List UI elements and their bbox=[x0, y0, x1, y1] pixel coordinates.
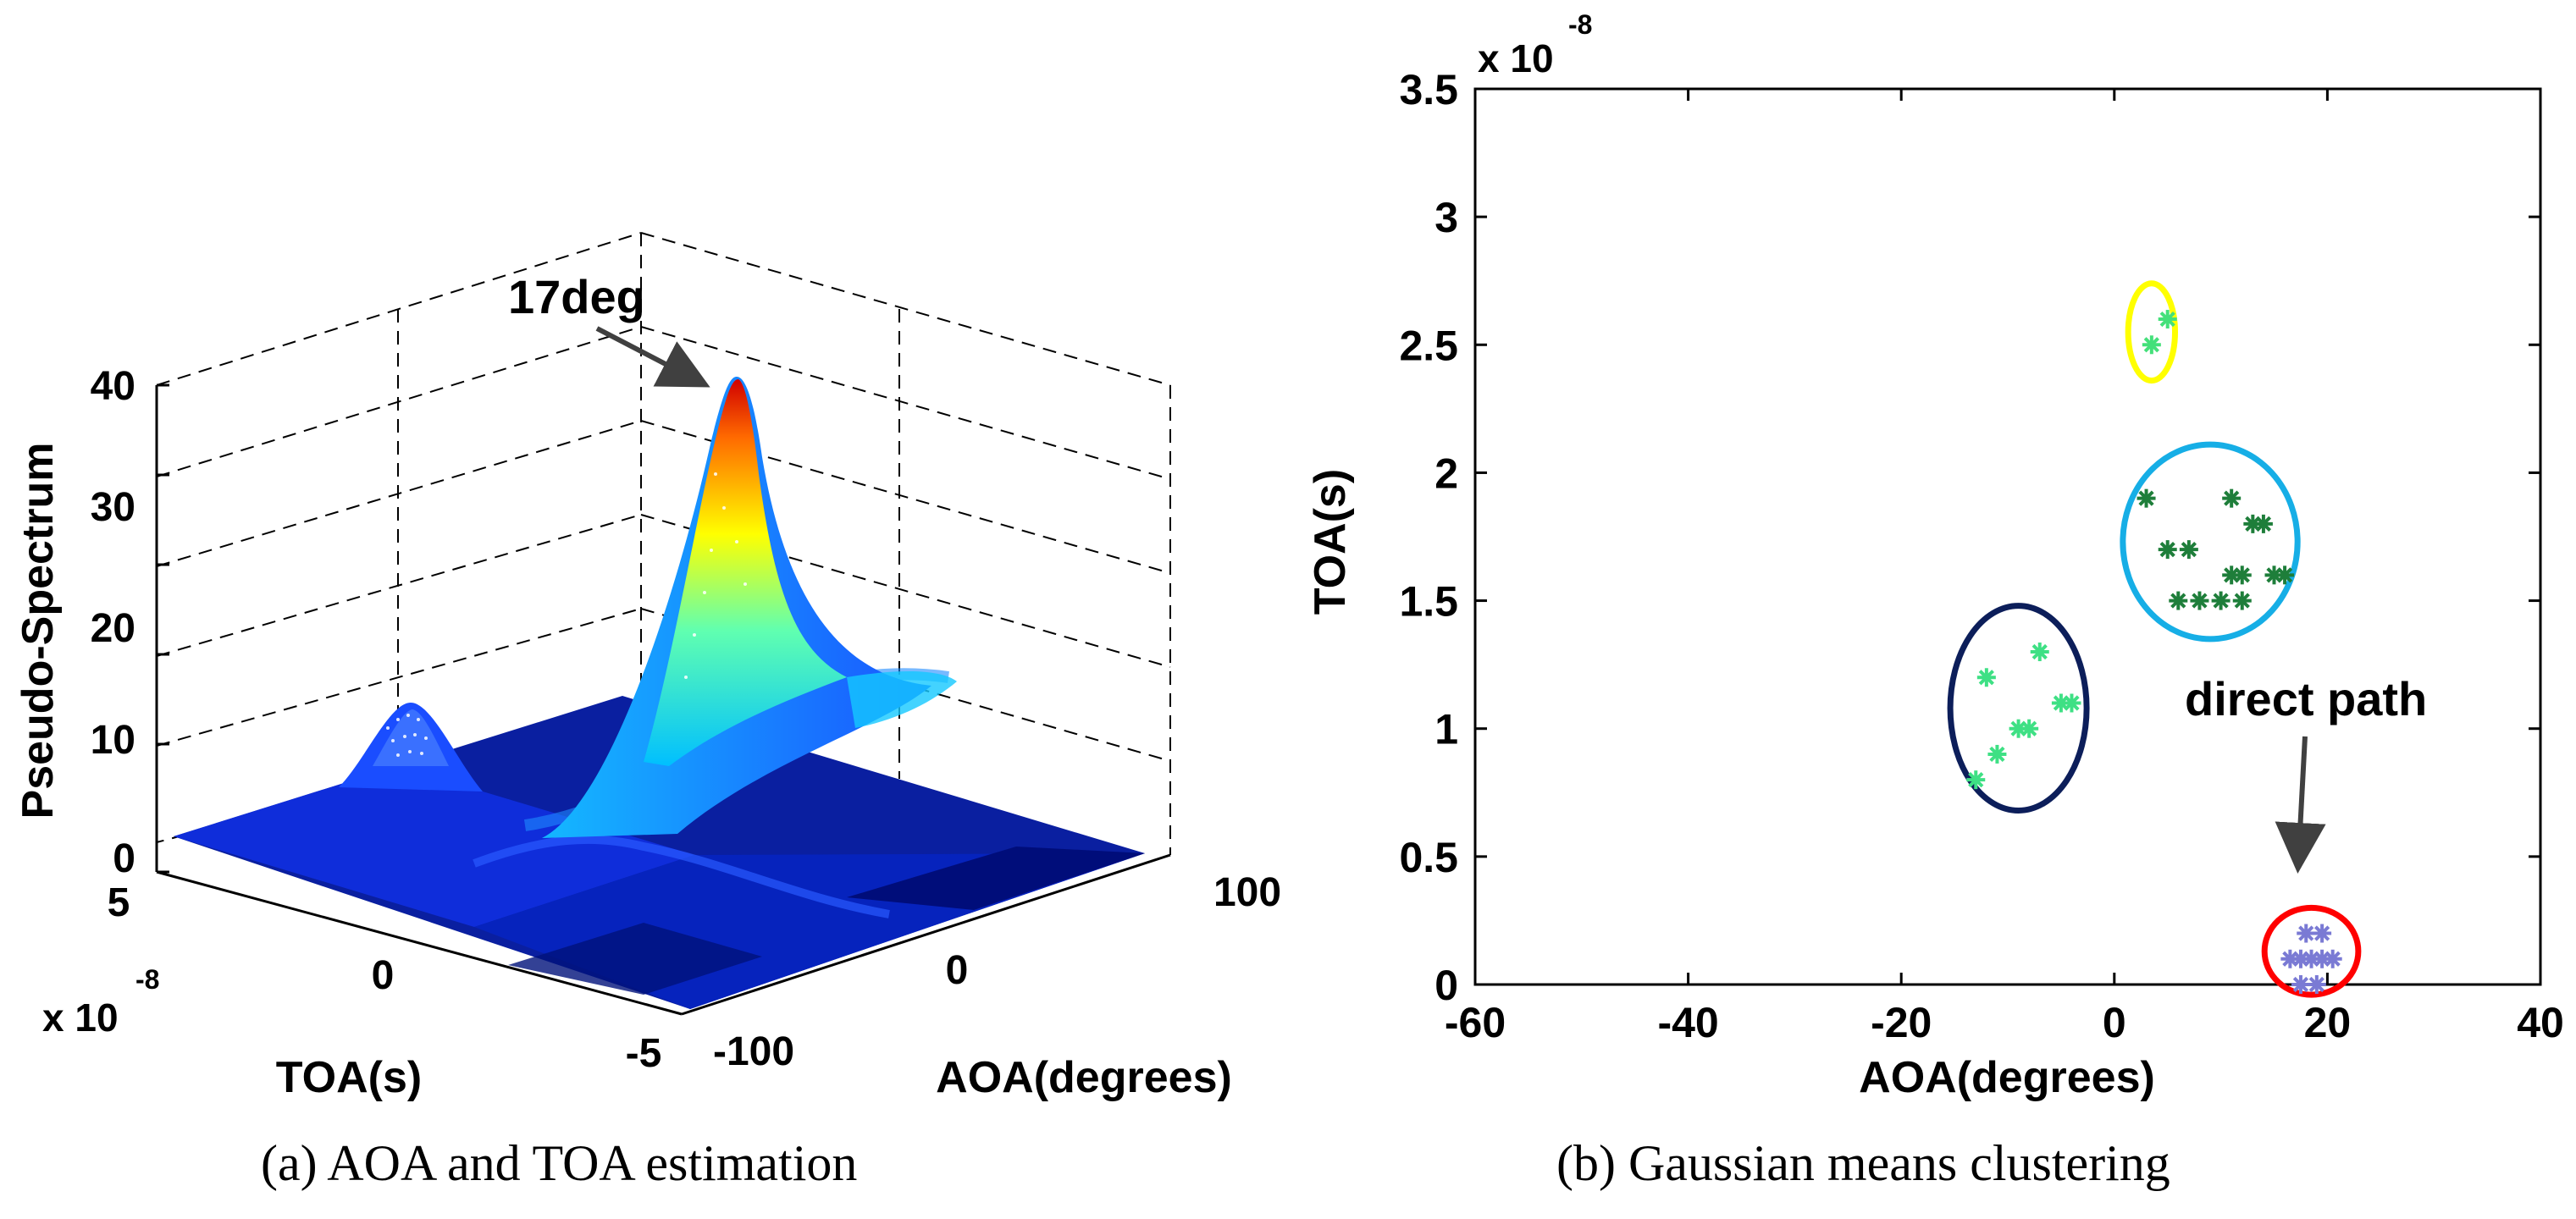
z-tick-label: 30 bbox=[91, 485, 135, 530]
surface-plot-panel: 40 30 20 10 0 5 0 -5 -100 0 100 x 10 -8 … bbox=[14, 232, 1281, 1102]
scatter-point bbox=[2297, 924, 2316, 943]
y-tick-label: 0 bbox=[946, 948, 969, 993]
y-axis-label: AOA(degrees) bbox=[936, 1053, 1232, 1102]
scatter-point bbox=[2291, 975, 2310, 994]
scatter-point bbox=[2307, 975, 2326, 994]
scatter-point bbox=[2158, 540, 2177, 560]
x-tick-label: -60 bbox=[1445, 999, 1506, 1046]
y-tick-label: -100 bbox=[713, 1029, 794, 1074]
z-tick-label: 10 bbox=[91, 718, 135, 763]
cluster-yellow-ring bbox=[2125, 280, 2179, 384]
x-tick-label: 40 bbox=[2517, 999, 2564, 1046]
scatter-point bbox=[2190, 591, 2209, 610]
direct-path-annotation: direct path bbox=[2185, 672, 2427, 725]
scatter-points bbox=[1966, 310, 2342, 994]
annotation-arrow bbox=[2275, 736, 2326, 874]
x-tick-label: -40 bbox=[1657, 999, 1718, 1046]
annotation-arrow bbox=[595, 326, 710, 388]
y-exponent-power: -8 bbox=[1568, 9, 1592, 40]
cluster-rings bbox=[1947, 280, 2362, 998]
scatter-point bbox=[2179, 540, 2198, 560]
x-tick-label: 20 bbox=[2304, 999, 2352, 1046]
scatter-point bbox=[2169, 591, 2188, 610]
scatter-point bbox=[2275, 565, 2295, 585]
surface bbox=[174, 377, 1145, 1009]
scatter-point bbox=[2142, 335, 2161, 355]
y-tick-label: 3 bbox=[1434, 194, 1458, 241]
z-axis-label: Pseudo-Spectrum bbox=[14, 443, 63, 819]
x-exponent-label: x 10 bbox=[42, 996, 119, 1040]
x-tick-label: -5 bbox=[626, 1031, 662, 1076]
axis-tick-labels: -60 -40 -20 0 20 40 0 0.5 1 1.5 2 2.5 3 3.5 bbox=[1399, 66, 2563, 1046]
scatter-point bbox=[2313, 924, 2332, 943]
scatter-point bbox=[2062, 693, 2081, 713]
scatter-point bbox=[2211, 591, 2231, 610]
caption-a: (a) AOA and TOA estimation bbox=[261, 1135, 858, 1191]
x-axis-label: AOA(degrees) bbox=[1859, 1053, 2155, 1102]
scatter-point bbox=[2323, 949, 2342, 968]
z-tick-label: 40 bbox=[91, 364, 135, 409]
scatter-plot-panel: -60 -40 -20 0 20 40 0 0.5 1 1.5 2 2.5 3 3.5 x 10 -8 T… bbox=[1306, 9, 2564, 1102]
y-tick-label: 1.5 bbox=[1399, 578, 1458, 626]
x-tick-label: 5 bbox=[108, 880, 130, 925]
cluster-red-ring bbox=[2261, 904, 2362, 998]
axes-frame bbox=[155, 385, 1171, 1016]
x-tick-label: -20 bbox=[1871, 999, 1932, 1046]
y-tick-label: 3.5 bbox=[1399, 66, 1458, 113]
y-tick-label: 2.5 bbox=[1399, 322, 1458, 369]
z-tick-label: 0 bbox=[113, 836, 135, 881]
y-tick-label: 0.5 bbox=[1399, 834, 1458, 881]
scatter-point bbox=[2253, 514, 2273, 533]
z-ticks bbox=[157, 383, 169, 874]
scatter-point bbox=[1987, 744, 2007, 764]
x-exponent-power: -8 bbox=[135, 964, 159, 995]
cluster-navy-ring bbox=[1947, 603, 2090, 814]
plot-area bbox=[1473, 87, 2542, 986]
axis-ticks bbox=[1473, 87, 2542, 986]
scatter-point bbox=[1976, 668, 1996, 687]
x-axis-label: TOA(s) bbox=[276, 1053, 422, 1102]
scatter-point bbox=[2158, 310, 2177, 329]
scatter-point bbox=[2020, 719, 2039, 738]
y-exponent-label: x 10 bbox=[1478, 36, 1554, 80]
z-tick-label: 20 bbox=[91, 606, 135, 651]
scatter-point bbox=[2030, 643, 2049, 662]
peak-annotation: 17deg bbox=[508, 270, 645, 323]
cluster-cyan-ring bbox=[2120, 441, 2301, 643]
scatter-point bbox=[2232, 591, 2252, 610]
scatter-point bbox=[1966, 770, 1986, 790]
y-tick-label: 2 bbox=[1434, 450, 1458, 497]
scatter-point bbox=[2137, 488, 2156, 508]
y-tick-label: 0 bbox=[1434, 962, 1458, 1009]
x-tick-label: 0 bbox=[2103, 999, 2126, 1046]
y-axis-label: TOA(s) bbox=[1306, 469, 1355, 615]
scatter-point bbox=[2232, 565, 2252, 585]
y-tick-label: 100 bbox=[1213, 870, 1281, 915]
caption-b: (b) Gaussian means clustering bbox=[1556, 1135, 2170, 1191]
x-tick-label: 0 bbox=[372, 953, 395, 998]
y-tick-label: 1 bbox=[1434, 706, 1458, 753]
scatter-point bbox=[2222, 488, 2242, 508]
